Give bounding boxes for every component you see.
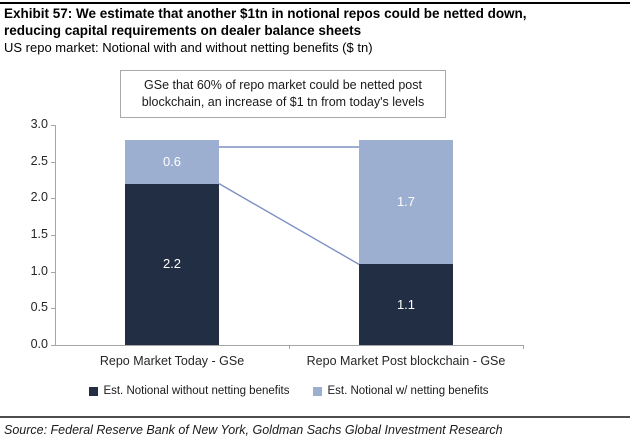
- y-axis-tick: [51, 308, 55, 309]
- exhibit-title: Exhibit 57: We estimate that another $1t…: [4, 6, 527, 39]
- y-tick-label: 0.5: [30, 300, 48, 314]
- y-axis-tick: [51, 162, 55, 163]
- bar-value-label: 1.7: [396, 194, 416, 209]
- bar-segment: [125, 139, 219, 184]
- y-tick-label: 0.0: [30, 337, 48, 351]
- x-axis-tick: [523, 345, 524, 349]
- connector-line: [218, 183, 360, 265]
- chart-subtitle: US repo market: Notional with and withou…: [4, 40, 373, 55]
- x-axis-tick: [289, 345, 290, 349]
- legend-swatch-dark-icon: [89, 386, 99, 396]
- exhibit-title-line2: reducing capital requirements on dealer …: [4, 22, 362, 38]
- y-tick-label: 2.5: [30, 154, 48, 168]
- y-tick-label: 1.0: [30, 264, 48, 278]
- annotation-line1: GSe that 60% of repo market could be net…: [144, 78, 422, 92]
- y-axis-tick: [51, 125, 55, 126]
- annotation-line2: blockchain, an increase of $1 tn from to…: [141, 95, 425, 109]
- legend-item-without-netting: Est. Notional without netting benefits: [89, 385, 289, 397]
- bar-segment: [359, 264, 453, 345]
- y-tick-label: 3.0: [30, 117, 48, 131]
- exhibit-title-line1: Exhibit 57: We estimate that another $1t…: [4, 6, 527, 21]
- x-axis-label: Repo Market Post blockchain - GSe: [306, 354, 506, 368]
- bar-segment: [359, 139, 453, 265]
- bar-segment: [125, 183, 219, 345]
- legend-label: Est. Notional w/ netting benefits: [327, 385, 489, 397]
- source-note: Source: Federal Reserve Bank of New York…: [4, 423, 503, 437]
- y-axis-line: [55, 125, 56, 345]
- legend-label: Est. Notional without netting benefits: [103, 385, 290, 397]
- y-tick-label: 2.0: [30, 190, 48, 204]
- bar-value-label: 1.1: [396, 296, 416, 312]
- y-axis-tick: [51, 345, 55, 346]
- source-divider: [0, 416, 630, 418]
- top-divider: [0, 2, 630, 4]
- annotation-box: GSe that 60% of repo market could be net…: [120, 70, 446, 118]
- y-tick-label: 1.5: [30, 227, 48, 241]
- legend-item-with-netting: Est. Notional w/ netting benefits: [313, 385, 489, 397]
- x-axis-label: Repo Market Today - GSe: [99, 354, 245, 368]
- legend-swatch-light-icon: [313, 386, 323, 396]
- y-axis-tick: [51, 272, 55, 273]
- y-axis-tick: [51, 235, 55, 236]
- bar-value-label: 2.2: [162, 256, 182, 272]
- bar-value-label: 0.6: [162, 153, 182, 169]
- chart-legend: Est. Notional without netting benefits E…: [55, 385, 523, 397]
- y-axis-tick: [51, 198, 55, 199]
